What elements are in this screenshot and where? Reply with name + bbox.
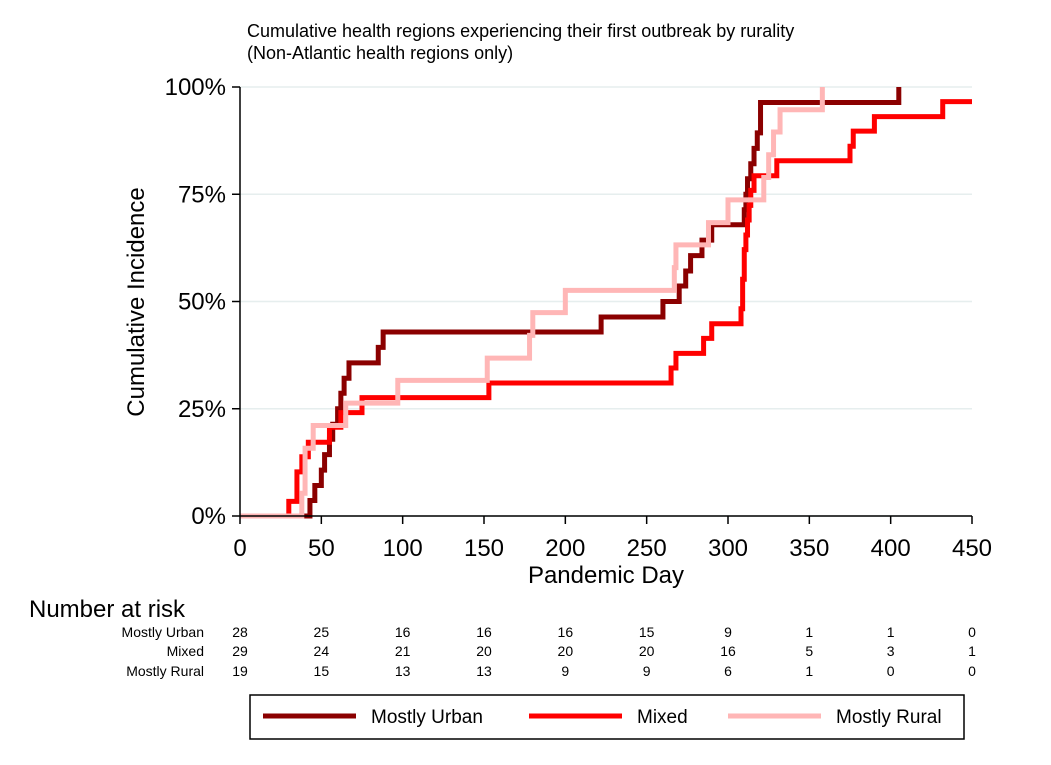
risk-value: 15 — [639, 624, 655, 640]
risk-value: 0 — [887, 663, 895, 679]
x-tick-label-450: 450 — [952, 535, 992, 562]
y-tick-label-25: 25% — [178, 396, 226, 423]
x-tick-label-350: 350 — [789, 535, 829, 562]
risk-value: 25 — [314, 624, 330, 640]
chart-title: Cumulative health regions experiencing t… — [247, 21, 794, 41]
x-tick-labels: 0 50 100 150 200 250 300 350 400 450 — [233, 516, 992, 562]
risk-value: 16 — [395, 624, 411, 640]
gridlines — [240, 86, 972, 517]
risk-value: 16 — [720, 643, 736, 659]
risk-value: 20 — [476, 643, 492, 659]
x-tick-label-0: 0 — [233, 535, 246, 562]
y-tick-label-75: 75% — [178, 181, 226, 208]
risk-value: 1 — [887, 624, 895, 640]
risk-value: 15 — [314, 663, 330, 679]
risk-value: 0 — [968, 663, 976, 679]
risk-value: 21 — [395, 643, 411, 659]
legend-label-mostly-rural: Mostly Rural — [836, 707, 942, 728]
x-tick-label-200: 200 — [545, 535, 585, 562]
x-tick-label-100: 100 — [383, 535, 423, 562]
x-tick-label-150: 150 — [464, 535, 504, 562]
risk-value: 6 — [724, 663, 732, 679]
risk-value: 13 — [476, 663, 492, 679]
risk-table-title: Number at risk — [29, 596, 186, 623]
risk-value: 1 — [805, 663, 813, 679]
x-axis-label: Pandemic Day — [528, 562, 684, 589]
x-tick-label-50: 50 — [308, 535, 335, 562]
risk-row-label: Mostly Urban — [122, 624, 204, 640]
risk-row-label: Mostly Rural — [126, 663, 204, 679]
risk-value: 19 — [232, 663, 248, 679]
legend-label-mixed: Mixed — [637, 707, 688, 728]
risk-value: 5 — [805, 643, 813, 659]
legend: Mostly Urban Mixed Mostly Rural — [249, 694, 965, 740]
x-tick-label-300: 300 — [708, 535, 748, 562]
risk-row-label: Mixed — [167, 643, 204, 659]
risk-value: 28 — [232, 624, 248, 640]
risk-value: 1 — [968, 643, 976, 659]
risk-value: 1 — [805, 624, 813, 640]
series-line-mixed — [240, 99, 972, 519]
x-tick-label-400: 400 — [871, 535, 911, 562]
risk-value: 9 — [561, 663, 569, 679]
risk-value: 16 — [476, 624, 492, 640]
risk-value: 20 — [639, 643, 655, 659]
x-tick-label-250: 250 — [627, 535, 667, 562]
series-layer — [240, 87, 972, 519]
risk-value: 3 — [887, 643, 895, 659]
chart-subtitle: (Non-Atlantic health regions only) — [247, 43, 513, 63]
risk-value: 16 — [558, 624, 574, 640]
legend-label-mostly-urban: Mostly Urban — [371, 707, 483, 728]
series-line-mostly-rural — [240, 87, 825, 519]
legend-items: Mostly Urban Mixed Mostly Rural — [263, 707, 942, 728]
risk-value: 13 — [395, 663, 411, 679]
y-tick-label-0: 0% — [191, 503, 226, 530]
risk-value: 24 — [314, 643, 330, 659]
y-tick-labels: 0% 25% 50% 75% 100% — [165, 74, 240, 530]
y-tick-label-100: 100% — [165, 74, 226, 101]
risk-value: 29 — [232, 643, 248, 659]
risk-value: 9 — [643, 663, 651, 679]
y-axis-label: Cumulative Incidence — [123, 187, 150, 416]
risk-value: 20 — [558, 643, 574, 659]
series-line-mostly-urban — [240, 87, 902, 519]
y-tick-label-50: 50% — [178, 289, 226, 316]
risk-value: 9 — [724, 624, 732, 640]
risk-value: 0 — [968, 624, 976, 640]
